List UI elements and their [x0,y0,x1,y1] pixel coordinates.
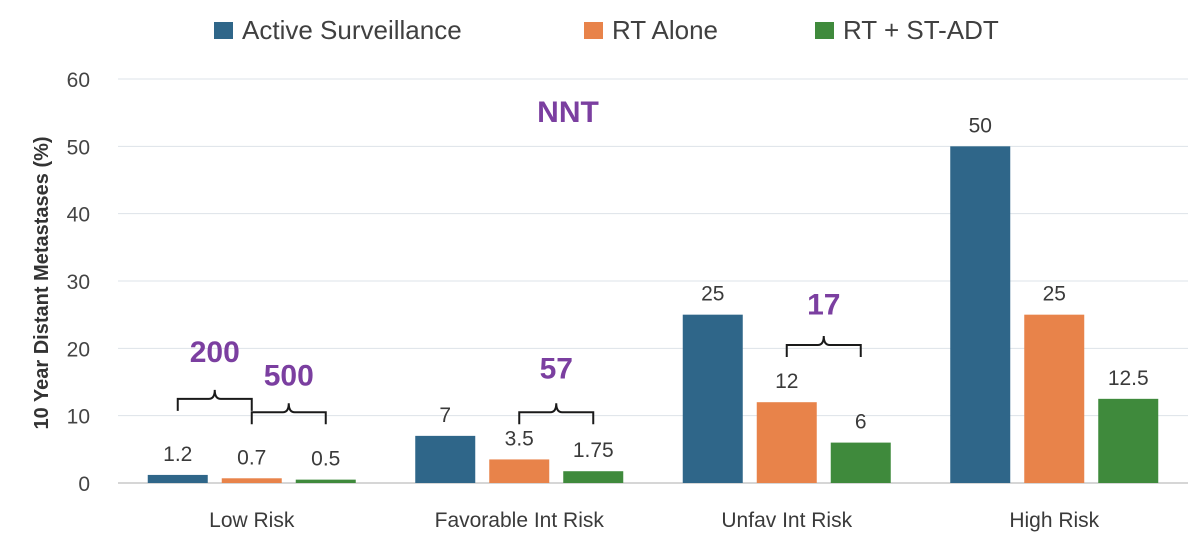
legend: Active Surveillance RT Alone RT + ST-ADT [214,15,999,45]
legend-swatch [584,22,603,39]
x-tick-label: Unfav Int Risk [721,509,852,532]
bar [295,479,356,483]
legend-item: RT + ST-ADT [815,15,999,45]
nnt-bracket: 57 [518,353,595,425]
bar-value-label: 12.5 [1108,367,1149,390]
bar-value-label: 6 [855,411,867,434]
nnt-bracket: 17 [785,289,862,357]
legend-label: RT Alone [612,15,718,45]
x-tick-label: High Risk [1009,509,1099,532]
y-tick-label: 50 [67,136,90,159]
bar-value-labels: 1.2 7 25 50 0.7 3.5 12 25 0.5 1.75 6 12.5 [163,114,1149,470]
nnt-brackets: 200 500 57 17 [176,289,862,425]
nnt-title: NNT [537,96,599,129]
nnt-bracket: 200 [176,336,253,411]
x-tick-label: Favorable Int Risk [435,509,605,532]
bar [830,442,891,483]
bar [756,402,817,483]
y-axis-label: 10 Year Distant Metastases (%) [31,136,53,429]
bar [489,459,550,483]
bar-value-label: 50 [969,114,992,137]
bar [563,471,624,483]
legend-label: RT + ST-ADT [843,15,999,45]
bar [682,314,743,483]
y-tick-label: 10 [67,406,90,429]
x-tick-label: Low Risk [209,509,295,532]
bar [147,474,208,483]
bar [1098,398,1159,483]
y-tick-label: 0 [78,473,90,496]
bar [415,435,476,483]
y-tick-label: 60 [67,69,90,92]
bar-value-label: 12 [775,370,798,393]
y-axis-ticks: 0 10 20 30 40 50 60 [67,69,90,496]
bar-value-label: 1.75 [573,439,614,462]
bar-value-label: 1.2 [163,443,192,466]
bar-value-label: 0.5 [311,448,340,471]
bracket-shape [518,403,595,425]
legend-item: RT Alone [584,15,718,45]
nnt-bracket: 500 [250,359,327,425]
legend-swatch [815,22,834,39]
legend-label: Active Surveillance [242,15,462,45]
y-tick-label: 20 [67,338,90,361]
bracket-shape [250,403,327,425]
nnt-value: 17 [807,289,840,322]
y-tick-label: 30 [67,271,90,294]
bar-value-label: 3.5 [505,427,534,450]
bar-value-label: 25 [701,283,724,306]
legend-item: Active Surveillance [214,15,462,45]
y-tick-label: 40 [67,204,90,227]
bar [950,146,1011,484]
bars [147,146,1159,484]
bar-value-label: 25 [1043,283,1066,306]
legend-swatch [214,22,233,39]
bar-value-label: 0.7 [237,446,266,469]
bracket-shape [785,335,862,357]
nnt-value: 200 [190,336,240,369]
bar-value-label: 7 [439,404,451,427]
bar [1024,314,1085,483]
nnt-value: 57 [540,353,573,386]
nnt-value: 500 [264,359,314,392]
x-axis-ticks: Low Risk Favorable Int Risk Unfav Int Risk… [209,509,1100,532]
bracket-shape [176,389,253,411]
bar [221,478,282,483]
